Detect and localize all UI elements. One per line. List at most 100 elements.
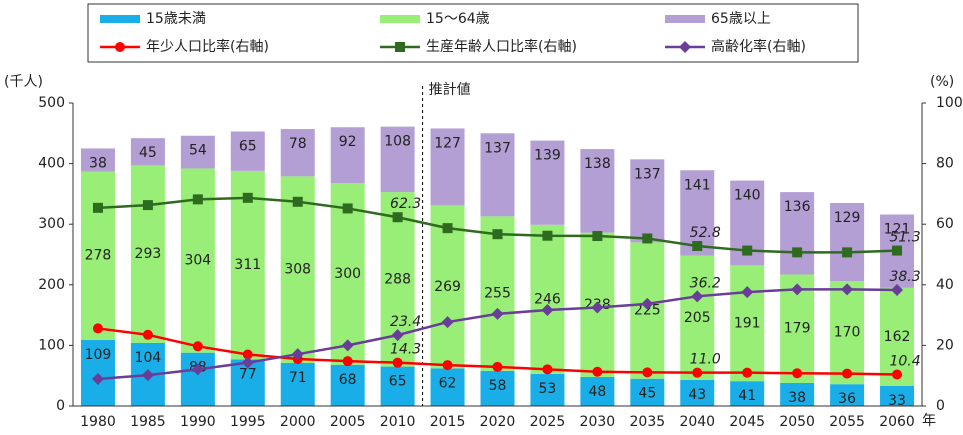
bar-segment	[630, 159, 665, 243]
x-tick-label: 2060	[879, 414, 915, 430]
line-point	[242, 192, 253, 203]
bar-segment	[430, 128, 465, 206]
x-tick-label: 2040	[679, 414, 715, 430]
line-point	[542, 230, 553, 241]
x-tick-label: 2025	[530, 414, 566, 430]
bar-value-label: 38	[788, 390, 806, 406]
x-tick-label: 2055	[829, 414, 865, 430]
bar-value-label: 78	[289, 136, 307, 152]
y2-tick-label: 60	[936, 216, 954, 232]
line-value-label: 62.3	[390, 196, 421, 212]
legend-swatch	[665, 15, 705, 23]
line-point	[742, 245, 753, 256]
line-value-label: 52.8	[690, 225, 721, 241]
line-point	[91, 373, 104, 386]
bar-value-label: 246	[534, 291, 561, 307]
legend-label: 15歳未満	[146, 11, 206, 27]
bar-value-label: 278	[85, 248, 112, 264]
bar-segment	[430, 368, 465, 406]
y-tick-label: 300	[38, 216, 65, 232]
bar-segment	[630, 378, 665, 406]
line-point	[192, 194, 203, 205]
line-point	[292, 196, 303, 207]
line-value-label: 23.4	[390, 314, 421, 330]
bar-value-label: 138	[584, 156, 611, 172]
line-point	[242, 349, 253, 360]
bar-segment	[380, 366, 415, 406]
bar-value-label: 308	[284, 262, 311, 278]
line-point	[842, 368, 853, 379]
x-tick-label: 2010	[380, 414, 416, 430]
line-point	[241, 356, 254, 369]
bar-value-label: 65	[239, 138, 257, 154]
bar-segment	[230, 131, 265, 171]
bar-value-label: 109	[85, 347, 112, 363]
line-point	[592, 231, 603, 242]
line-point	[92, 323, 103, 334]
bar-segment	[630, 242, 665, 379]
legend-box	[87, 3, 859, 63]
bar-value-label: 54	[189, 143, 207, 159]
bar-segment	[480, 133, 515, 217]
line-point	[442, 360, 453, 371]
line-point	[142, 200, 153, 211]
y2-tick-label: 0	[936, 398, 945, 414]
bar-segment	[580, 149, 615, 233]
bar-segment	[380, 126, 415, 193]
line-point	[192, 341, 203, 352]
line-point	[395, 42, 405, 52]
y-tick-label: 400	[38, 156, 65, 172]
line-point	[641, 297, 654, 310]
line-point	[791, 283, 804, 296]
y2-tick-label: 80	[936, 156, 954, 172]
bar-segment	[830, 281, 865, 385]
line-point	[842, 247, 853, 258]
bar-segment	[680, 255, 715, 380]
bar-value-label: 53	[539, 381, 557, 397]
x-tick-label: 1985	[130, 414, 166, 430]
line-point	[291, 348, 304, 361]
bar-segment	[80, 171, 115, 340]
line-point	[741, 286, 754, 299]
bar-value-label: 136	[784, 199, 811, 215]
bar-segment	[330, 127, 365, 183]
bar-value-label: 205	[684, 310, 711, 326]
bar-segment	[80, 339, 115, 406]
y2-axis-label: (%)	[930, 74, 954, 90]
y-tick-label: 200	[38, 277, 65, 293]
y-tick-label: 0	[56, 398, 65, 414]
bar-segment	[580, 376, 615, 406]
annotation: 推計値	[429, 82, 471, 98]
line-point	[341, 339, 354, 352]
x-tick-label: 2035	[630, 414, 666, 430]
bar-value-label: 108	[384, 134, 411, 150]
x-axis-label: 年	[922, 413, 936, 429]
line-point	[492, 229, 503, 240]
legend-label: 15〜64歳	[426, 11, 490, 27]
line-point	[891, 283, 904, 296]
legend-label: 年少人口比率(右軸)	[146, 38, 269, 55]
bar-value-label: 92	[339, 134, 357, 150]
bar-value-label: 38	[89, 155, 107, 171]
legend-swatch	[100, 15, 140, 23]
bar-value-label: 62	[439, 375, 457, 391]
line-point	[542, 364, 553, 375]
bar-segment	[780, 382, 815, 406]
bar-value-label: 311	[234, 257, 261, 273]
line-point	[342, 203, 353, 214]
bar-value-label: 255	[484, 286, 511, 302]
line-point	[115, 42, 125, 52]
x-tick-label: 2045	[729, 414, 765, 430]
line-point	[442, 223, 453, 234]
line-point	[391, 329, 404, 342]
y-tick-label: 500	[38, 95, 65, 111]
bar-value-label: 304	[184, 253, 211, 269]
bar-value-label: 288	[384, 271, 411, 287]
y-axis-label: (千人)	[4, 74, 43, 90]
bar-segment	[480, 216, 515, 371]
x-tick-label: 2020	[480, 414, 516, 430]
bar-value-label: 225	[634, 303, 661, 319]
bar-value-label: 127	[434, 135, 461, 151]
line-point	[342, 356, 353, 367]
